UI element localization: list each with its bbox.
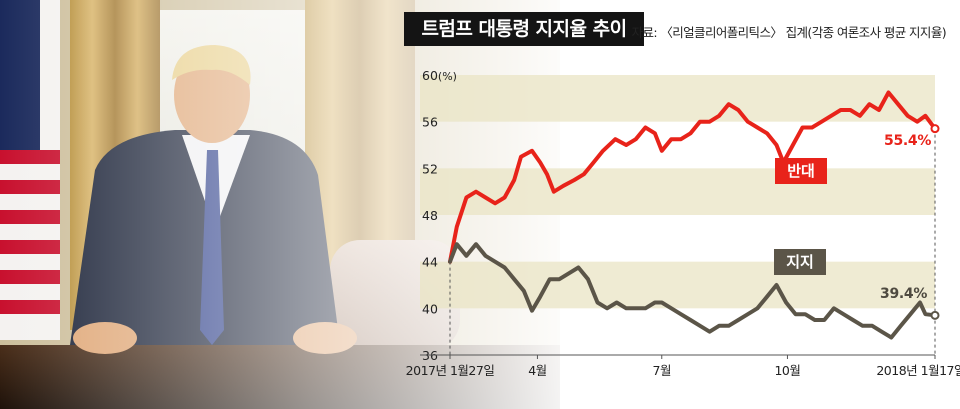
series-label-oppose: 반대 bbox=[775, 158, 827, 184]
y-tick-label: 60(%) bbox=[422, 68, 457, 83]
x-tick-label: 7월 bbox=[653, 363, 671, 378]
grid-band bbox=[420, 168, 935, 215]
approve-line bbox=[448, 242, 937, 340]
x-tick-label: 2018년 1월17일 bbox=[876, 363, 960, 378]
approve-end-value: 39.4% bbox=[880, 286, 928, 302]
y-tick-label: 44 bbox=[422, 255, 438, 270]
x-tick-label: 4월 bbox=[528, 363, 546, 378]
y-tick-label: 52 bbox=[422, 161, 438, 176]
y-tick-label: 56 bbox=[422, 115, 438, 130]
grid-band bbox=[420, 261, 935, 309]
y-tick-label: 40 bbox=[422, 301, 438, 316]
y-tick-label: 48 bbox=[422, 208, 438, 223]
oppose-line bbox=[448, 90, 937, 264]
approve-end-marker bbox=[930, 310, 940, 320]
grid-band bbox=[420, 75, 935, 122]
x-tick-label: 10월 bbox=[774, 363, 800, 378]
oppose-end-value: 55.4% bbox=[884, 133, 932, 149]
source-note: 자료: 〈리얼클리어폴리틱스〉 집계(각종 여론조사 평균 지지율) bbox=[631, 25, 947, 40]
y-unit-label: (%) bbox=[438, 70, 457, 83]
chart-title: 트럼프 대통령 지지율 추이 bbox=[404, 12, 644, 46]
x-tick-label: 2017년 1월27일 bbox=[406, 363, 495, 378]
oppose-end-marker bbox=[930, 124, 940, 134]
series-label-approve: 지지 bbox=[774, 249, 826, 275]
